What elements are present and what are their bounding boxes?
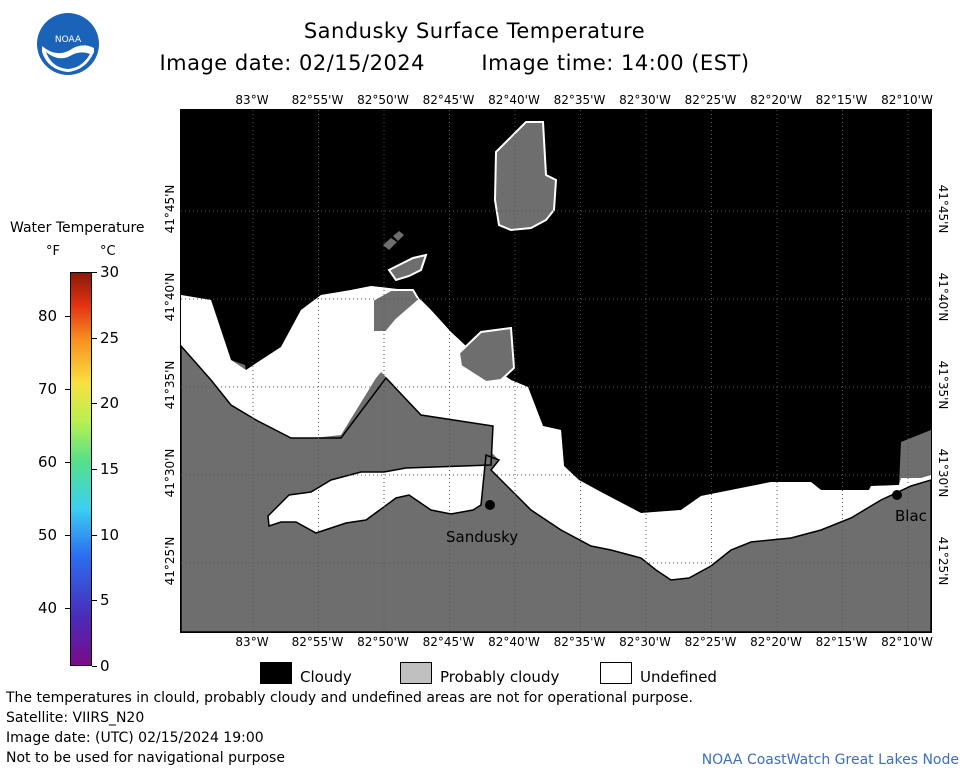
legend-swatch-cloudy [260, 662, 292, 684]
lon-label: 82°40'W [488, 93, 540, 107]
colorbar-tick-f: 40 [38, 598, 58, 617]
colorbar-tick-mark [92, 469, 97, 470]
colorbar-tick-mark [92, 403, 97, 405]
lon-label: 82°10'W [881, 93, 933, 107]
colorbar-unit-f: °F [46, 244, 60, 259]
colorbar-tick-mark [65, 607, 70, 609]
land-area [181, 344, 931, 632]
lon-label: 82°15'W [815, 93, 868, 107]
sandusky-marker [485, 500, 495, 510]
map-canvas: Sandusky Blac [181, 110, 931, 632]
colorbar-tick-c: 20 [100, 394, 120, 413]
lat-label: 41°35'N [936, 360, 950, 410]
lon-label: 82°55'W [291, 93, 344, 107]
colorbar-tick-c: 10 [100, 525, 120, 544]
lon-label: 82°45'W [422, 93, 475, 107]
lon-label: 82°35'W [553, 635, 606, 649]
colorbar-tick-f: 80 [38, 306, 58, 325]
noaa-logo-icon: NOAA [37, 13, 99, 75]
colorbar-tick-c: 25 [100, 328, 120, 347]
colorbar-tick-mark [92, 600, 97, 602]
legend-label-probably-cloudy: Probably cloudy [440, 668, 560, 686]
legend-label-cloudy: Cloudy [300, 668, 352, 686]
lat-label: 41°25'N [936, 536, 950, 586]
lon-label: 82°35'W [553, 93, 606, 107]
colorbar-tick-mark [65, 315, 70, 317]
colorbar-tick-c: 5 [100, 591, 110, 610]
lat-label: 41°35'N [163, 360, 177, 410]
image-time: Image time: 14:00 (EST) [481, 51, 750, 75]
lat-label: 41°45'N [936, 184, 950, 234]
lon-label: 82°55'W [291, 635, 344, 649]
colorbar-tick-f: 70 [38, 379, 58, 398]
lon-label: 82°10'W [881, 635, 933, 649]
colorbar-tick-c: 30 [100, 263, 120, 281]
colorbar-tick-f: 50 [38, 525, 58, 544]
footer-navigation-warning: Not to be used for navigational purpose [6, 750, 285, 766]
footer-disclaimer: The temperatures in clould, probably clo… [6, 690, 693, 706]
probably-cloudy-patch [457, 326, 516, 384]
lon-label: 82°25'W [684, 93, 737, 107]
probably-cloudy-patch [372, 289, 421, 333]
noaa-logo: NOAA [36, 12, 100, 76]
lon-label: 82°25'W [684, 635, 737, 649]
image-date: Image date: 02/15/2024 [159, 51, 426, 75]
lon-label: 82°20'W [750, 93, 802, 107]
lon-label: 82°50'W [357, 93, 409, 107]
lat-label: 41°30'N [936, 448, 950, 498]
footer-credit: NOAA CoastWatch Great Lakes Node [701, 752, 959, 768]
blac-marker [892, 490, 902, 500]
lon-label: 82°45'W [422, 635, 475, 649]
svg-text:NOAA: NOAA [55, 35, 82, 45]
lat-label: 41°30'N [163, 448, 177, 498]
lon-label: 82°50'W [357, 635, 409, 649]
colorbar-tick-mark [92, 534, 97, 536]
colorbar-tick-mark [92, 272, 97, 273]
lat-label: 41°45'N [163, 184, 177, 234]
colorbar-tick-mark [92, 337, 97, 339]
colorbar-tick-mark [65, 534, 70, 536]
undefined-region [181, 286, 931, 580]
probably-cloudy-patch [493, 121, 558, 232]
lon-label: 83°W [235, 93, 269, 107]
lon-label: 82°15'W [815, 635, 868, 649]
lon-label: 82°20'W [750, 635, 802, 649]
colorbar-tick-mark [65, 461, 70, 463]
legend-swatch-probably-cloudy [400, 662, 432, 684]
lon-label: 82°40'W [488, 635, 540, 649]
place-label-blac: Blac [895, 507, 927, 525]
graticule [181, 110, 931, 632]
colorbar-tick-c: 0 [100, 657, 110, 675]
map-frame: Sandusky Blac [180, 109, 932, 633]
lat-label: 41°40'N [163, 272, 177, 322]
colorbar-unit-c: °C [100, 244, 116, 259]
colorbar-tick-f: 60 [38, 452, 58, 471]
legend-swatch-undefined [600, 662, 632, 684]
map-title: Sandusky Surface Temperature [303, 19, 646, 43]
legend-label-undefined: Undefined [640, 668, 717, 686]
cloudy-region [181, 110, 931, 513]
lon-label: 82°30'W [619, 93, 671, 107]
probably-cloudy-patch [387, 253, 428, 282]
colorbar-title: Water Temperature [10, 220, 145, 236]
colorbar [70, 272, 92, 666]
map-subtitle: Image date: 02/15/2024 Image time: 14:00… [0, 51, 939, 75]
lon-label: 83°W [235, 635, 269, 649]
footer-satellite: Satellite: VIIRS_N20 [6, 710, 145, 726]
lon-label: 82°30'W [619, 635, 671, 649]
lat-label: 41°25'N [163, 536, 177, 586]
colorbar-tick-c: 15 [100, 460, 120, 478]
colorbar-tick-mark [92, 666, 97, 667]
lat-label: 41°40'N [936, 272, 950, 322]
colorbar-tick-mark [65, 388, 70, 390]
place-label-sandusky: Sandusky [446, 528, 518, 546]
probably-cloudy-patch [393, 231, 404, 241]
probably-cloudy-patch [383, 238, 397, 250]
footer-utc-date: Image date: (UTC) 02/15/2024 19:00 [6, 730, 264, 746]
